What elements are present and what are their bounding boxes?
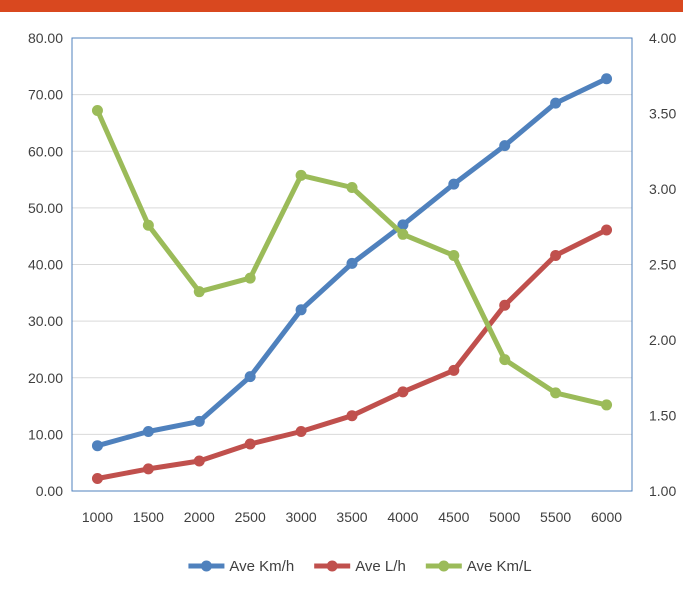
x-tick-label: 1500 (133, 509, 164, 525)
left-tick-label: 70.00 (28, 87, 63, 103)
left-tick-label: 20.00 (28, 370, 63, 386)
data-point (244, 272, 256, 284)
data-point (91, 473, 103, 485)
series-line (95, 108, 609, 408)
legend-marker (200, 560, 212, 572)
data-point (397, 386, 409, 398)
right-tick-label: 1.00 (649, 483, 676, 499)
left-axis-ticks: 0.00 10.00 20.00 30.00 40.00 50.00 60.00 70.00 8… (28, 30, 63, 499)
x-axis-ticks: 1000 1500 2000 2500 3000 3500 4000 4500 5000 5500… (82, 509, 622, 525)
x-tick-label: 3500 (336, 509, 367, 525)
left-tick-label: 30.00 (28, 313, 63, 329)
x-tick-label: 5000 (489, 509, 520, 525)
left-tick-label: 60.00 (28, 143, 63, 159)
data-point (244, 438, 256, 450)
left-tick-label: 40.00 (28, 257, 63, 273)
data-point (193, 415, 205, 427)
legend: Ave Km/h Ave L/h Ave Km/L (188, 558, 532, 575)
data-point (601, 399, 613, 411)
data-point (295, 304, 307, 316)
legend-item: Ave Km/L (425, 558, 532, 575)
right-tick-label: 4.00 (649, 30, 676, 46)
legend-marker (326, 560, 338, 572)
data-point (193, 286, 205, 298)
series-ave-km-l (91, 104, 613, 411)
data-point (448, 364, 460, 376)
left-tick-label: 80.00 (28, 30, 63, 46)
x-tick-label: 4000 (387, 509, 418, 525)
data-point (244, 371, 256, 383)
right-tick-label: 3.00 (649, 181, 676, 197)
data-point (295, 169, 307, 181)
plot-area-frame (71, 37, 633, 492)
right-tick-label: 1.50 (649, 408, 676, 424)
data-point (346, 181, 358, 193)
x-tick-label: 5500 (540, 509, 571, 525)
data-point (550, 97, 562, 109)
series-ave-km-h (91, 73, 613, 452)
left-tick-label: 50.00 (28, 200, 63, 216)
data-point (142, 463, 154, 475)
right-tick-label: 2.00 (649, 332, 676, 348)
data-point (601, 224, 613, 236)
right-tick-label: 3.50 (649, 106, 676, 122)
data-point (499, 140, 511, 152)
data-point (346, 410, 358, 422)
data-point (142, 426, 154, 438)
legend-label: Ave Km/h (229, 558, 294, 575)
data-point (193, 455, 205, 467)
left-tick-label: 10.00 (28, 426, 63, 442)
legend-label: Ave L/h (355, 558, 406, 575)
data-point (550, 387, 562, 399)
data-point (448, 178, 460, 190)
series-ave-l-h (91, 224, 613, 485)
data-point (499, 299, 511, 311)
legend-item: Ave L/h (314, 558, 406, 575)
data-point (295, 426, 307, 438)
data-point (142, 219, 154, 231)
legend-item: Ave Km/h (188, 558, 294, 575)
x-tick-label: 6000 (591, 509, 622, 525)
data-point (499, 354, 511, 366)
data-point (397, 228, 409, 240)
data-point (550, 249, 562, 261)
x-tick-label: 4500 (438, 509, 469, 525)
x-tick-label: 2500 (235, 509, 266, 525)
legend-marker (438, 560, 450, 572)
data-point (397, 219, 409, 231)
left-tick-label: 0.00 (36, 483, 63, 499)
legend-label: Ave Km/L (467, 558, 532, 575)
series (91, 73, 613, 485)
x-tick-label: 3000 (286, 509, 317, 525)
data-point (601, 73, 613, 85)
top-accent-bar (0, 0, 683, 12)
x-tick-label: 1000 (82, 509, 113, 525)
x-tick-label: 2000 (184, 509, 215, 525)
right-axis-ticks: 1.00 1.50 2.00 2.50 3.00 3.50 4.00 (649, 30, 676, 499)
data-point (91, 440, 103, 452)
right-tick-label: 2.50 (649, 257, 676, 273)
data-point (346, 257, 358, 269)
data-point (448, 249, 460, 261)
data-point (91, 104, 103, 116)
